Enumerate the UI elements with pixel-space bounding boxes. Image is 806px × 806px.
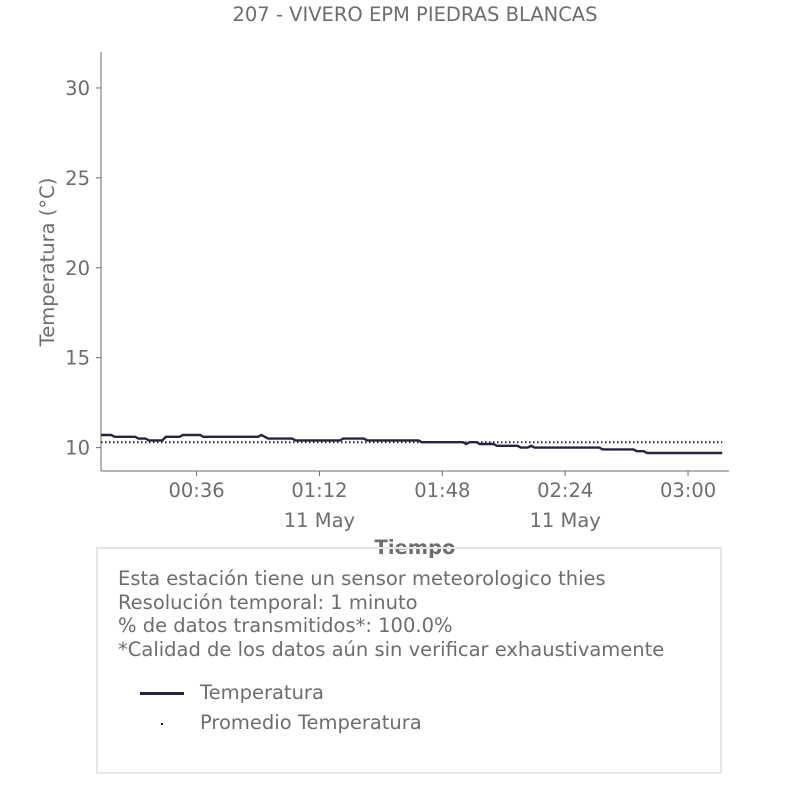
info-box: Esta estación tiene un sensor meteorolog… [96, 547, 722, 774]
info-line-transmitted: % de datos transmitidos*: 100.0% [118, 614, 453, 637]
info-line-quality-note: *Calidad de los datos aún sin verificar … [118, 637, 665, 661]
chart-title: 207 - VIVERO EPM PIEDRAS BLANCAS [232, 3, 597, 26]
y-tick-label: 25 [65, 167, 90, 190]
x-tick-label: 00:36 [168, 479, 224, 502]
legend-label-temperatura: Temperatura [200, 681, 324, 704]
x-tick-label: 01:12 [291, 479, 347, 502]
y-axis-label: Temperatura (°C) [36, 178, 59, 348]
legend-swatch-temperatura [140, 692, 184, 695]
y-tick-label: 30 [65, 77, 90, 100]
x-tick-label: 01:48 [414, 479, 470, 502]
info-text: Esta estación tiene un sensor meteorolog… [118, 567, 664, 661]
info-line-sensor: Esta estación tiene un sensor meteorolog… [118, 567, 606, 590]
x-tick-date-label: 11 May [284, 509, 355, 532]
plot-area: 10 15 20 25 30 00:36 01:12 11 May 01:48 02:24 11 M… [65, 52, 729, 532]
legend-swatch-promedio [161, 723, 163, 725]
x-tick-label: 03:00 [660, 479, 716, 502]
y-tick-label: 15 [65, 347, 90, 370]
x-tick-label: 02:24 [537, 479, 593, 502]
series-line-temperatura [101, 433, 723, 455]
y-tick-label: 10 [65, 437, 90, 460]
info-line-resolution: Resolución temporal: 1 minuto [118, 590, 418, 614]
legend-label-promedio: Promedio Temperatura [200, 711, 422, 734]
y-tick-label: 20 [65, 257, 90, 280]
x-tick-date-label: 11 May [530, 509, 601, 532]
